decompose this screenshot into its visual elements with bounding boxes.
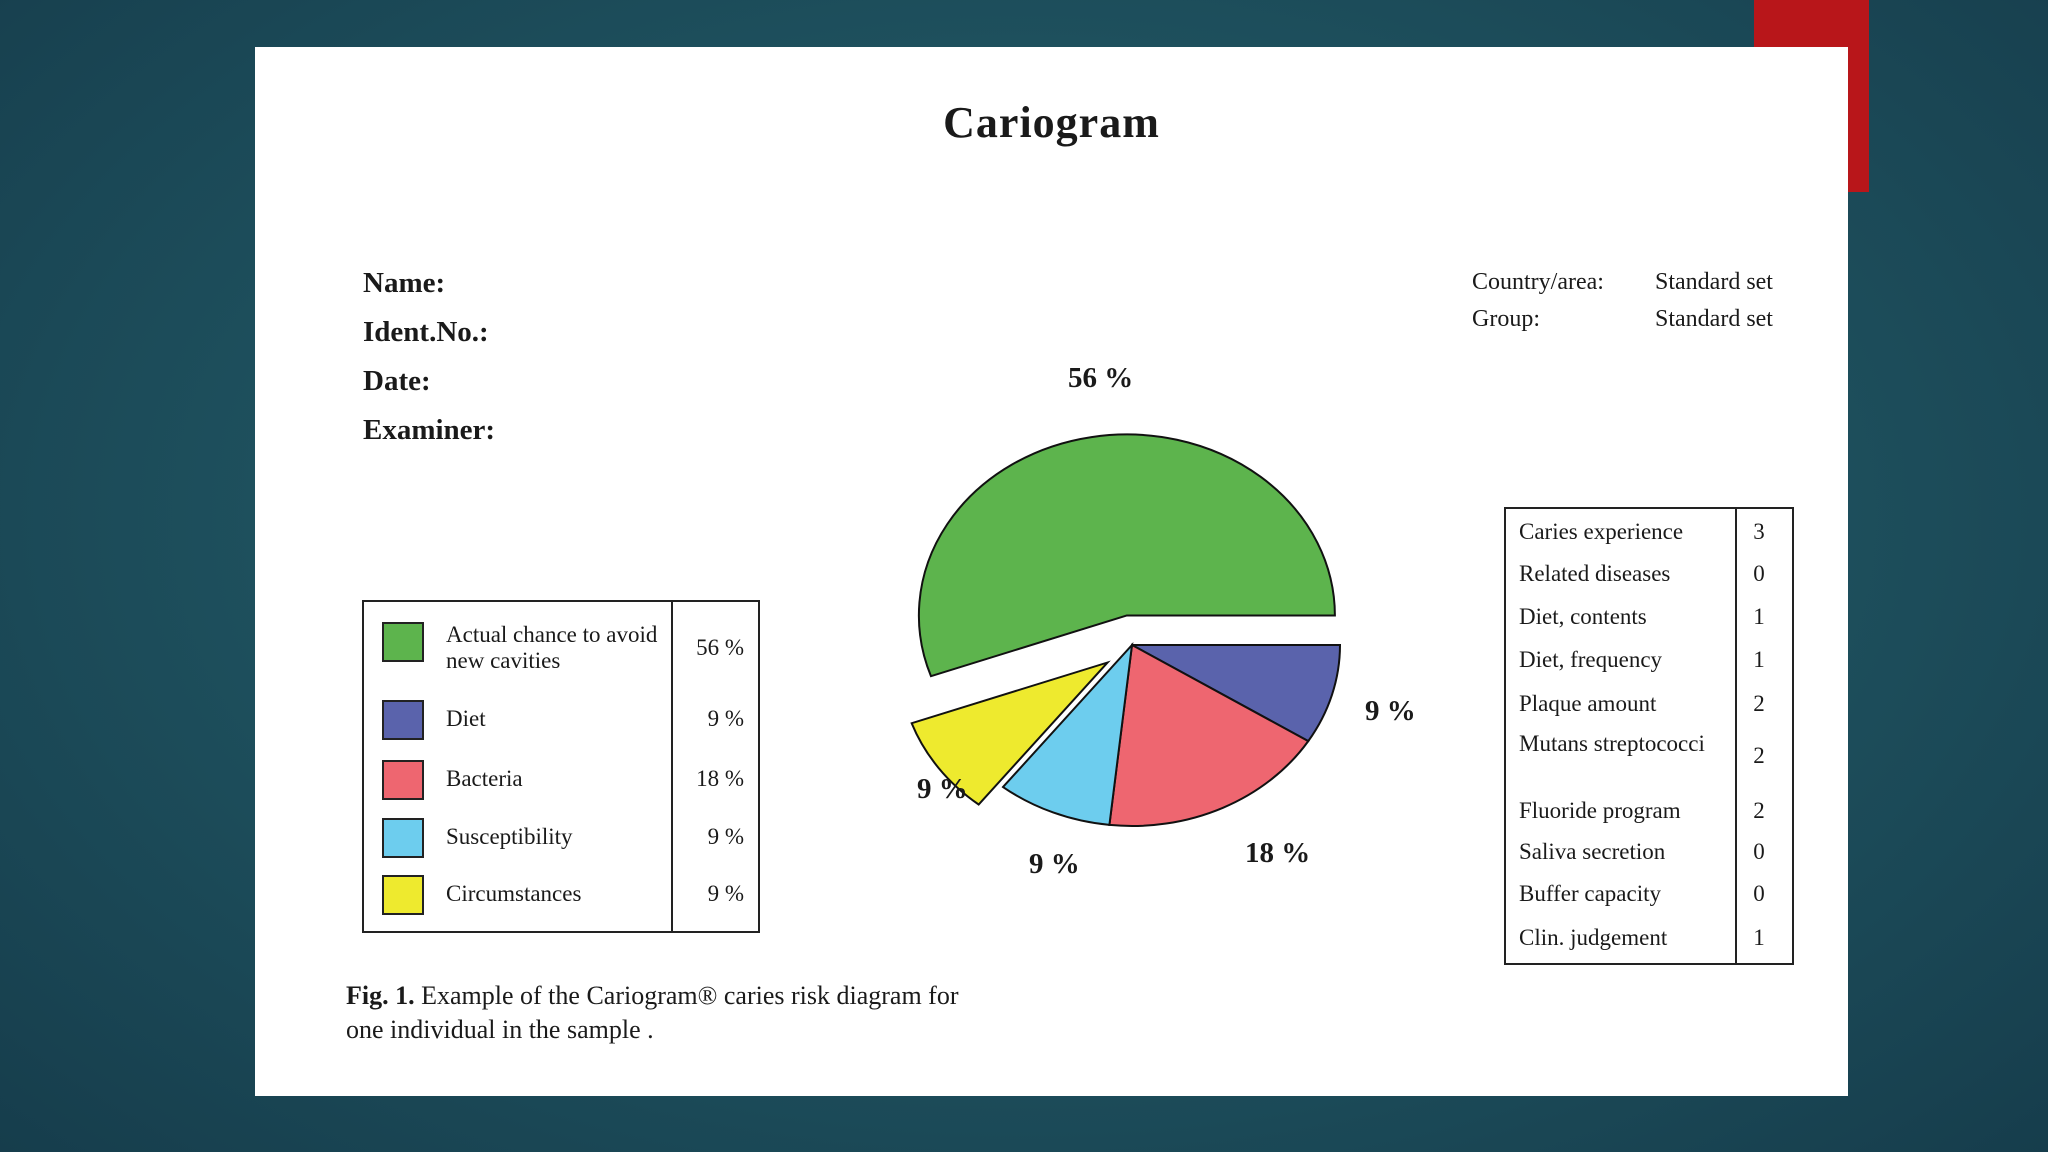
risk-value: 2	[1753, 798, 1765, 823]
legend-pct: 9 %	[707, 881, 744, 906]
legend-pct: 9 %	[707, 824, 744, 849]
caption-figure-number: Fig. 1.	[346, 981, 415, 1010]
figure-caption: Fig. 1. Example of the Cariogram® caries…	[346, 979, 986, 1047]
legend-item-susceptibility: Susceptibility 9 %	[382, 818, 752, 864]
legend-item-chance: Actual chance to avoid new cavities 56 %	[382, 622, 752, 673]
pie-slice-bacteria	[1108, 643, 1310, 827]
pie-chart: 56 % 9 % 18 % 9 % 9 %	[910, 362, 1416, 880]
risk-label: Saliva secretion	[1519, 839, 1666, 864]
pie-data-label: 9 %	[1365, 695, 1416, 727]
legend-swatch	[382, 700, 424, 740]
risk-value: 0	[1753, 881, 1765, 906]
pie-slice-diet	[1131, 644, 1342, 743]
legend-table: Actual chance to avoid new cavities 56 %…	[362, 600, 760, 933]
caption-text: Example of the Cariogram® caries risk di…	[346, 981, 959, 1044]
meta-value: Standard set	[1655, 269, 1773, 295]
pie-data-label: 9 %	[917, 773, 968, 805]
slide-content: Cariogram Name: Ident.No.: Date: Examine…	[255, 47, 1848, 1096]
risk-factor-table: Caries experience 3 Related diseases 0 Die…	[1504, 507, 1794, 965]
legend-swatch	[382, 622, 424, 662]
risk-label: Clin. judgement	[1519, 925, 1668, 950]
legend-label: Susceptibility	[446, 824, 573, 849]
legend-label: Circumstances	[446, 881, 582, 906]
risk-label: Fluoride program	[1519, 798, 1681, 823]
risk-value: 0	[1753, 561, 1765, 586]
legend-swatch	[382, 875, 424, 915]
pie-slice-susceptibility	[1001, 641, 1134, 827]
risk-label: Mutans streptococci	[1519, 731, 1705, 756]
meta-info: Country/area: Standard set Group: Standa…	[1472, 269, 1773, 343]
legend-pct: 56 %	[696, 635, 744, 660]
legend-item-circumstances: Circumstances 9 %	[382, 875, 752, 921]
risk-value: 1	[1753, 604, 1765, 629]
legend-pct: 9 %	[707, 706, 744, 731]
risk-value: 1	[1753, 647, 1765, 672]
risk-label: Diet, contents	[1519, 604, 1647, 629]
legend-item-diet: Diet 9 %	[382, 700, 752, 746]
legend-divider	[671, 602, 673, 931]
risk-label: Plaque amount	[1519, 691, 1657, 716]
risk-label: Buffer capacity	[1519, 881, 1661, 906]
ident-field-label: Ident.No.:	[363, 316, 489, 348]
chart-title: Cariogram	[943, 98, 1160, 147]
pie-data-label: 18 %	[1245, 837, 1310, 869]
pie-slice-actual-chance-to-avoid-new-cavities	[917, 433, 1336, 678]
legend-label: Actual chance to avoid new cavities	[446, 622, 658, 673]
risk-table-divider	[1735, 509, 1737, 963]
legend-item-bacteria: Bacteria 18 %	[382, 760, 752, 806]
patient-fields: Name: Ident.No.: Date: Examiner:	[363, 267, 495, 463]
meta-row-country: Country/area: Standard set	[1472, 269, 1773, 306]
pie-data-label: 9 %	[1029, 848, 1080, 880]
risk-value: 2	[1753, 743, 1765, 768]
pie-data-label: 56 %	[1068, 362, 1133, 394]
risk-value: 0	[1753, 839, 1765, 864]
legend-label: Diet	[446, 706, 486, 731]
meta-key: Country/area:	[1472, 269, 1604, 295]
risk-label: Diet, frequency	[1519, 647, 1663, 672]
meta-row-group: Group: Standard set	[1472, 306, 1773, 343]
risk-value: 2	[1753, 691, 1765, 716]
risk-value: 3	[1753, 519, 1765, 544]
meta-key: Group:	[1472, 306, 1540, 332]
legend-swatch	[382, 818, 424, 858]
pie-slice-circumstances	[910, 660, 1111, 806]
risk-value: 1	[1753, 925, 1765, 950]
name-field-label: Name:	[363, 267, 446, 299]
legend-label: Bacteria	[446, 766, 523, 791]
risk-label: Related diseases	[1519, 561, 1671, 586]
legend-swatch	[382, 760, 424, 800]
legend-pct: 18 %	[696, 766, 744, 791]
meta-value: Standard set	[1655, 306, 1773, 332]
date-field-label: Date:	[363, 365, 431, 397]
risk-label: Caries experience	[1519, 519, 1684, 544]
examiner-field-label: Examiner:	[363, 414, 496, 446]
